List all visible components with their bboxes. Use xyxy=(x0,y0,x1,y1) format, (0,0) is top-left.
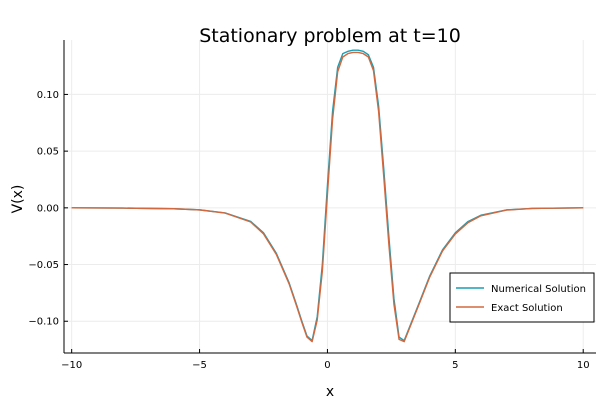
y-tick-label: −0.05 xyxy=(28,260,59,271)
x-tick-label: 0 xyxy=(324,360,330,371)
legend: Numerical Solution Exact Solution xyxy=(449,272,595,323)
ticks-layer: −10 −5 0 5 10 −0.10 −0.05 0.00 0.05 0.10 xyxy=(28,90,589,371)
series-layer xyxy=(71,49,584,343)
y-tick-label: 0.00 xyxy=(37,203,59,214)
series-line-exact-solution xyxy=(71,51,584,343)
y-tick-label: 0.10 xyxy=(37,90,59,101)
x-axis-label: x xyxy=(326,384,334,400)
y-axis-label: V(x) xyxy=(10,185,26,214)
legend-label-numerical-solution: Numerical Solution xyxy=(491,284,586,295)
x-tick-label: 10 xyxy=(577,360,590,371)
legend-label-exact-solution: Exact Solution xyxy=(491,303,563,314)
y-tick-label: −0.10 xyxy=(28,317,59,328)
x-tick-label: −5 xyxy=(192,360,207,371)
legend-box xyxy=(449,272,595,323)
x-tick-label: 5 xyxy=(452,360,458,371)
x-tick-label: −10 xyxy=(61,360,82,371)
y-tick-label: 0.05 xyxy=(37,147,59,158)
chart-title: Stationary problem at t=10 xyxy=(199,25,461,47)
axes-layer xyxy=(63,40,596,354)
